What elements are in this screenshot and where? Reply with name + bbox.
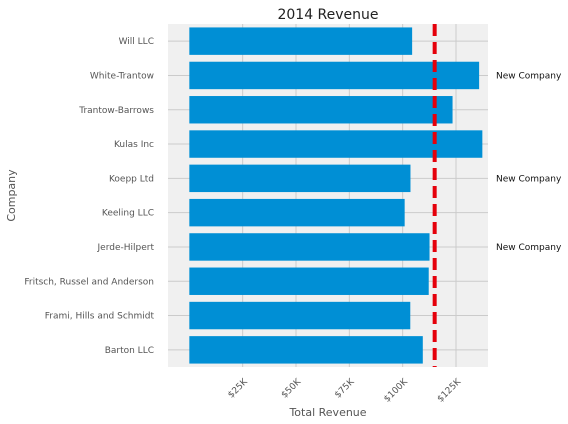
annotations: New Company New Company New Company <box>496 71 562 253</box>
y-tick-label: Kulas Inc <box>114 140 154 150</box>
y-tick-label: Fritsch, Russel and Anderson <box>24 277 154 287</box>
chart-title: 2014 Revenue <box>277 7 378 23</box>
x-tick-label: $25K <box>226 376 250 400</box>
y-tick-label: Koepp Ltd <box>109 174 154 184</box>
y-axis-label: Company <box>5 169 18 222</box>
bar <box>189 301 411 330</box>
y-tick-label: Trantow-Barrows <box>78 106 154 116</box>
x-tick-label: $75K <box>333 376 357 400</box>
y-tick-label: Will LLC <box>119 37 154 47</box>
bar <box>189 164 411 193</box>
y-tick-label: Barton LLC <box>105 346 154 356</box>
annotation-label: New Company <box>496 174 562 184</box>
x-tick-label: $100K <box>382 376 410 404</box>
x-tick-label: $50K <box>280 376 304 400</box>
y-tick-label: Frami, Hills and Schmidt <box>45 312 155 322</box>
annotation-label: New Company <box>496 71 562 81</box>
x-tick-label: $125K <box>436 376 464 404</box>
bar <box>189 27 413 55</box>
annotation-label: New Company <box>496 243 562 253</box>
bar <box>189 61 480 90</box>
bar <box>189 233 430 261</box>
bar <box>189 130 483 158</box>
y-tick-label: Jerde-Hilpert <box>97 243 155 253</box>
bar <box>189 96 453 124</box>
bar <box>189 267 429 295</box>
y-tick-labels: Barton LLC Frami, Hills and Schmidt Fritsc… <box>24 37 154 356</box>
x-tick-labels: $25K $50K $75K $100K $125K <box>226 376 464 404</box>
x-axis-label: Total Revenue <box>288 406 366 419</box>
y-tick-label: Keeling LLC <box>102 209 154 219</box>
bar <box>189 198 405 227</box>
y-tick-label: White-Trantow <box>90 71 154 81</box>
bar <box>189 336 423 364</box>
